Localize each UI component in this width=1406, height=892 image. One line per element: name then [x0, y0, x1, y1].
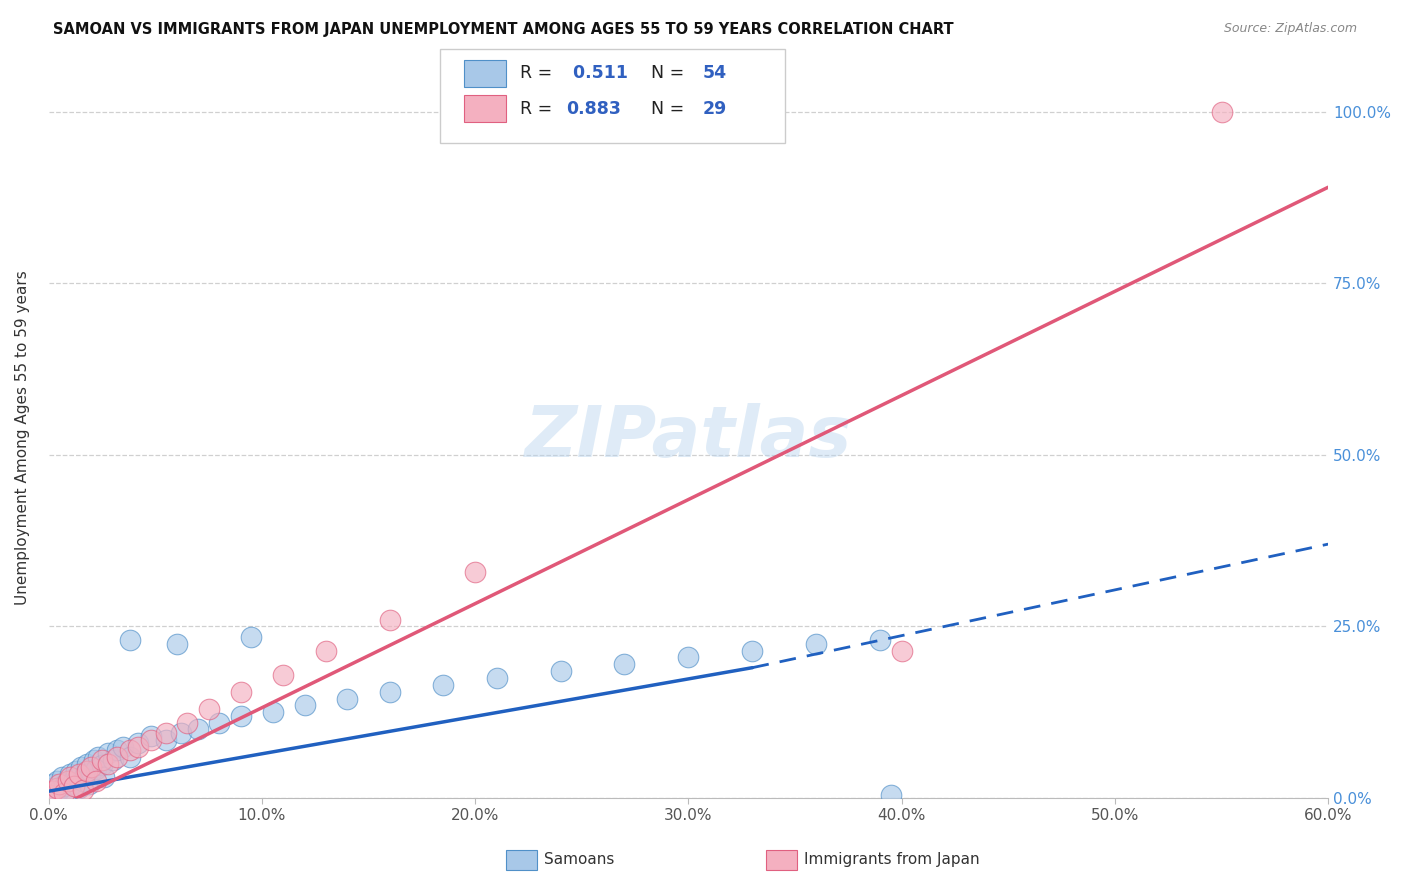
Point — [118, 743, 141, 757]
Point — [76, 756, 98, 771]
Text: N =: N = — [640, 100, 689, 118]
Point — [240, 630, 263, 644]
Point — [464, 565, 486, 579]
Point — [262, 706, 284, 720]
Point — [485, 671, 508, 685]
Text: 0.883: 0.883 — [567, 100, 621, 118]
Text: N =: N = — [640, 64, 689, 82]
Point — [208, 715, 231, 730]
Point — [39, 780, 62, 795]
Point — [59, 771, 82, 785]
Point — [84, 762, 107, 776]
Point — [741, 643, 763, 657]
Point — [51, 771, 73, 785]
Point — [378, 684, 401, 698]
Text: 0.511: 0.511 — [567, 64, 627, 82]
Point — [55, 776, 77, 790]
Point — [378, 613, 401, 627]
Point — [229, 708, 252, 723]
Point — [139, 732, 162, 747]
Point — [38, 788, 60, 802]
Point — [67, 780, 90, 795]
Point — [72, 782, 94, 797]
Point — [44, 786, 66, 800]
Point — [155, 726, 177, 740]
Point — [315, 643, 337, 657]
Point — [187, 723, 209, 737]
Point — [60, 777, 83, 791]
Point — [91, 753, 114, 767]
Point — [80, 760, 103, 774]
Point — [139, 729, 162, 743]
Point — [76, 764, 98, 778]
Point — [880, 788, 903, 802]
Point — [166, 637, 188, 651]
Point — [38, 784, 60, 798]
Point — [93, 771, 115, 785]
Point — [69, 760, 91, 774]
Point — [56, 784, 79, 798]
Point — [613, 657, 636, 672]
Point — [112, 739, 135, 754]
Text: Samoans: Samoans — [544, 853, 614, 867]
Point — [97, 756, 120, 771]
Point — [63, 772, 86, 786]
Point — [294, 698, 316, 713]
Point — [550, 664, 572, 678]
Point — [52, 779, 75, 793]
Point — [336, 691, 359, 706]
Point — [869, 633, 891, 648]
Point — [97, 747, 120, 761]
Point — [197, 702, 219, 716]
Point — [65, 764, 87, 778]
Point — [91, 758, 114, 772]
Point — [105, 750, 128, 764]
Point — [56, 773, 79, 788]
Y-axis label: Unemployment Among Ages 55 to 59 years: Unemployment Among Ages 55 to 59 years — [15, 270, 30, 605]
Point — [101, 753, 124, 767]
Text: R =: R = — [520, 64, 558, 82]
Point — [46, 780, 69, 795]
Point — [59, 767, 82, 781]
Point — [890, 643, 912, 657]
Point — [42, 777, 65, 791]
Point — [127, 739, 149, 754]
Point — [271, 667, 294, 681]
Text: Source: ZipAtlas.com: Source: ZipAtlas.com — [1223, 22, 1357, 36]
Point — [72, 773, 94, 788]
Point — [46, 773, 69, 788]
Point — [73, 767, 96, 781]
Point — [432, 678, 454, 692]
Text: R =: R = — [520, 100, 558, 118]
Point — [48, 777, 70, 791]
Point — [84, 773, 107, 788]
Point — [127, 736, 149, 750]
Point — [87, 750, 110, 764]
Point — [170, 726, 193, 740]
Point — [42, 784, 65, 798]
Text: ZIPatlas: ZIPatlas — [524, 403, 852, 472]
Point — [176, 715, 198, 730]
Point — [48, 782, 70, 797]
Point — [52, 786, 75, 800]
Point — [63, 779, 86, 793]
Point — [806, 637, 828, 651]
Point — [118, 750, 141, 764]
Text: 54: 54 — [703, 64, 727, 82]
Text: 29: 29 — [703, 100, 727, 118]
Point — [77, 777, 100, 791]
Point — [105, 743, 128, 757]
Text: Immigrants from Japan: Immigrants from Japan — [804, 853, 980, 867]
Point — [1211, 104, 1233, 119]
Point — [118, 633, 141, 648]
Point — [155, 732, 177, 747]
Point — [678, 650, 700, 665]
Text: SAMOAN VS IMMIGRANTS FROM JAPAN UNEMPLOYMENT AMONG AGES 55 TO 59 YEARS CORRELATI: SAMOAN VS IMMIGRANTS FROM JAPAN UNEMPLOY… — [53, 22, 955, 37]
Point — [229, 684, 252, 698]
Point — [83, 753, 105, 767]
Point — [80, 764, 103, 779]
Point — [67, 767, 90, 781]
